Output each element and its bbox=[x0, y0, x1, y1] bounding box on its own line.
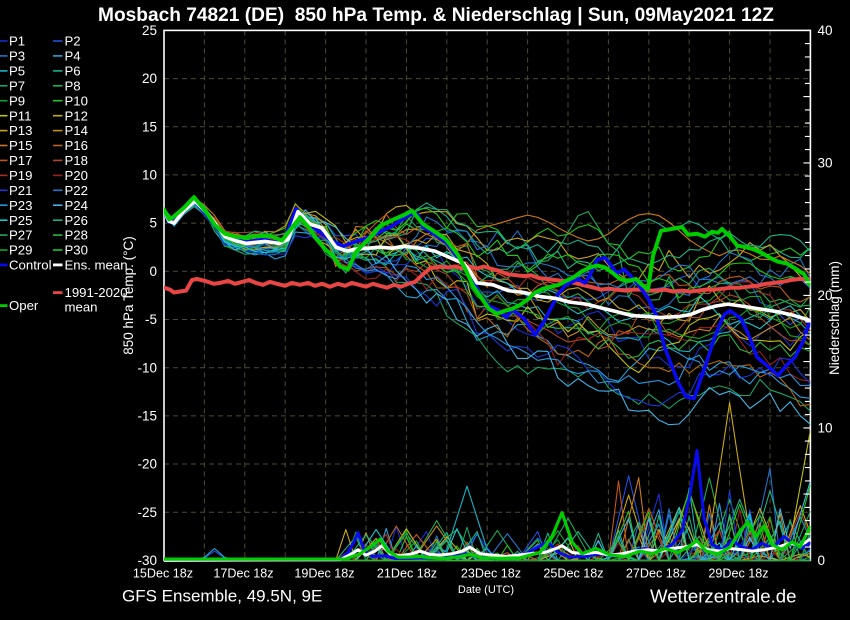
svg-text:20: 20 bbox=[818, 288, 833, 303]
svg-text:P12: P12 bbox=[65, 108, 88, 123]
svg-text:P8: P8 bbox=[65, 78, 81, 93]
svg-text:P2: P2 bbox=[65, 34, 81, 49]
svg-text:P28: P28 bbox=[65, 228, 88, 243]
svg-text:-20: -20 bbox=[137, 457, 157, 472]
svg-text:-10: -10 bbox=[137, 360, 157, 375]
svg-text:P21: P21 bbox=[9, 183, 32, 198]
svg-text:21Dec 18z: 21Dec 18z bbox=[377, 567, 437, 581]
svg-text:P13: P13 bbox=[9, 123, 32, 138]
svg-text:10: 10 bbox=[142, 168, 157, 183]
svg-text:P24: P24 bbox=[65, 198, 88, 213]
svg-text:P29: P29 bbox=[9, 243, 32, 258]
svg-text:15Dec 18z: 15Dec 18z bbox=[133, 567, 193, 581]
svg-text:P19: P19 bbox=[9, 168, 32, 183]
svg-text:0: 0 bbox=[149, 264, 157, 279]
svg-text:1991-2020: 1991-2020 bbox=[65, 285, 128, 300]
svg-text:P16: P16 bbox=[65, 138, 88, 153]
svg-text:GFS Ensemble, 49.5N, 9E: GFS Ensemble, 49.5N, 9E bbox=[122, 587, 322, 606]
svg-text:-30: -30 bbox=[137, 553, 157, 568]
svg-text:P27: P27 bbox=[9, 228, 32, 243]
svg-text:15: 15 bbox=[142, 119, 157, 134]
svg-text:40: 40 bbox=[818, 23, 833, 38]
svg-text:P4: P4 bbox=[65, 49, 81, 64]
svg-text:P3: P3 bbox=[9, 49, 25, 64]
svg-text:27Dec 18z: 27Dec 18z bbox=[626, 567, 686, 581]
svg-text:P10: P10 bbox=[65, 93, 88, 108]
svg-text:29Dec 18z: 29Dec 18z bbox=[708, 567, 768, 581]
svg-text:Mosbach 74821 (DE) 850 hPa Te: Mosbach 74821 (DE) 850 hPa Temp. & Niede… bbox=[98, 4, 774, 26]
svg-text:23Dec 18z: 23Dec 18z bbox=[461, 567, 521, 581]
svg-text:Date (UTC): Date (UTC) bbox=[458, 584, 514, 596]
svg-text:-5: -5 bbox=[145, 312, 157, 327]
svg-text:P15: P15 bbox=[9, 138, 32, 153]
svg-text:P1: P1 bbox=[9, 34, 25, 49]
svg-text:P30: P30 bbox=[65, 243, 88, 258]
svg-text:19Dec 18z: 19Dec 18z bbox=[294, 567, 354, 581]
svg-text:P17: P17 bbox=[9, 153, 32, 168]
svg-text:P7: P7 bbox=[9, 78, 25, 93]
svg-text:Ens. mean: Ens. mean bbox=[65, 258, 128, 273]
svg-text:Control: Control bbox=[9, 258, 52, 273]
svg-text:Niederschlag (mm): Niederschlag (mm) bbox=[827, 261, 842, 375]
svg-text:P18: P18 bbox=[65, 153, 88, 168]
svg-text:P26: P26 bbox=[65, 213, 88, 228]
svg-text:P9: P9 bbox=[9, 93, 25, 108]
svg-text:10: 10 bbox=[818, 421, 833, 436]
svg-text:P23: P23 bbox=[9, 198, 32, 213]
svg-text:P20: P20 bbox=[65, 168, 88, 183]
svg-text:-15: -15 bbox=[137, 408, 157, 423]
svg-text:30: 30 bbox=[818, 156, 833, 171]
svg-text:P6: P6 bbox=[65, 63, 81, 78]
svg-text:850 hPa Temp. (°C): 850 hPa Temp. (°C) bbox=[121, 236, 136, 354]
svg-text:5: 5 bbox=[149, 216, 157, 231]
svg-text:Oper: Oper bbox=[9, 298, 39, 313]
svg-text:P25: P25 bbox=[9, 213, 32, 228]
svg-text:25Dec 18z: 25Dec 18z bbox=[543, 567, 603, 581]
svg-text:P14: P14 bbox=[65, 123, 88, 138]
svg-text:0: 0 bbox=[818, 553, 826, 568]
svg-text:17Dec 18z: 17Dec 18z bbox=[213, 567, 273, 581]
svg-text:mean: mean bbox=[65, 300, 98, 315]
svg-text:P5: P5 bbox=[9, 63, 25, 78]
svg-text:-25: -25 bbox=[137, 505, 157, 520]
svg-text:P22: P22 bbox=[65, 183, 88, 198]
svg-text:20: 20 bbox=[142, 71, 157, 86]
svg-text:P11: P11 bbox=[9, 108, 32, 123]
svg-text:25: 25 bbox=[142, 23, 157, 38]
svg-text:Wetterzentrale.de: Wetterzentrale.de bbox=[650, 586, 796, 607]
